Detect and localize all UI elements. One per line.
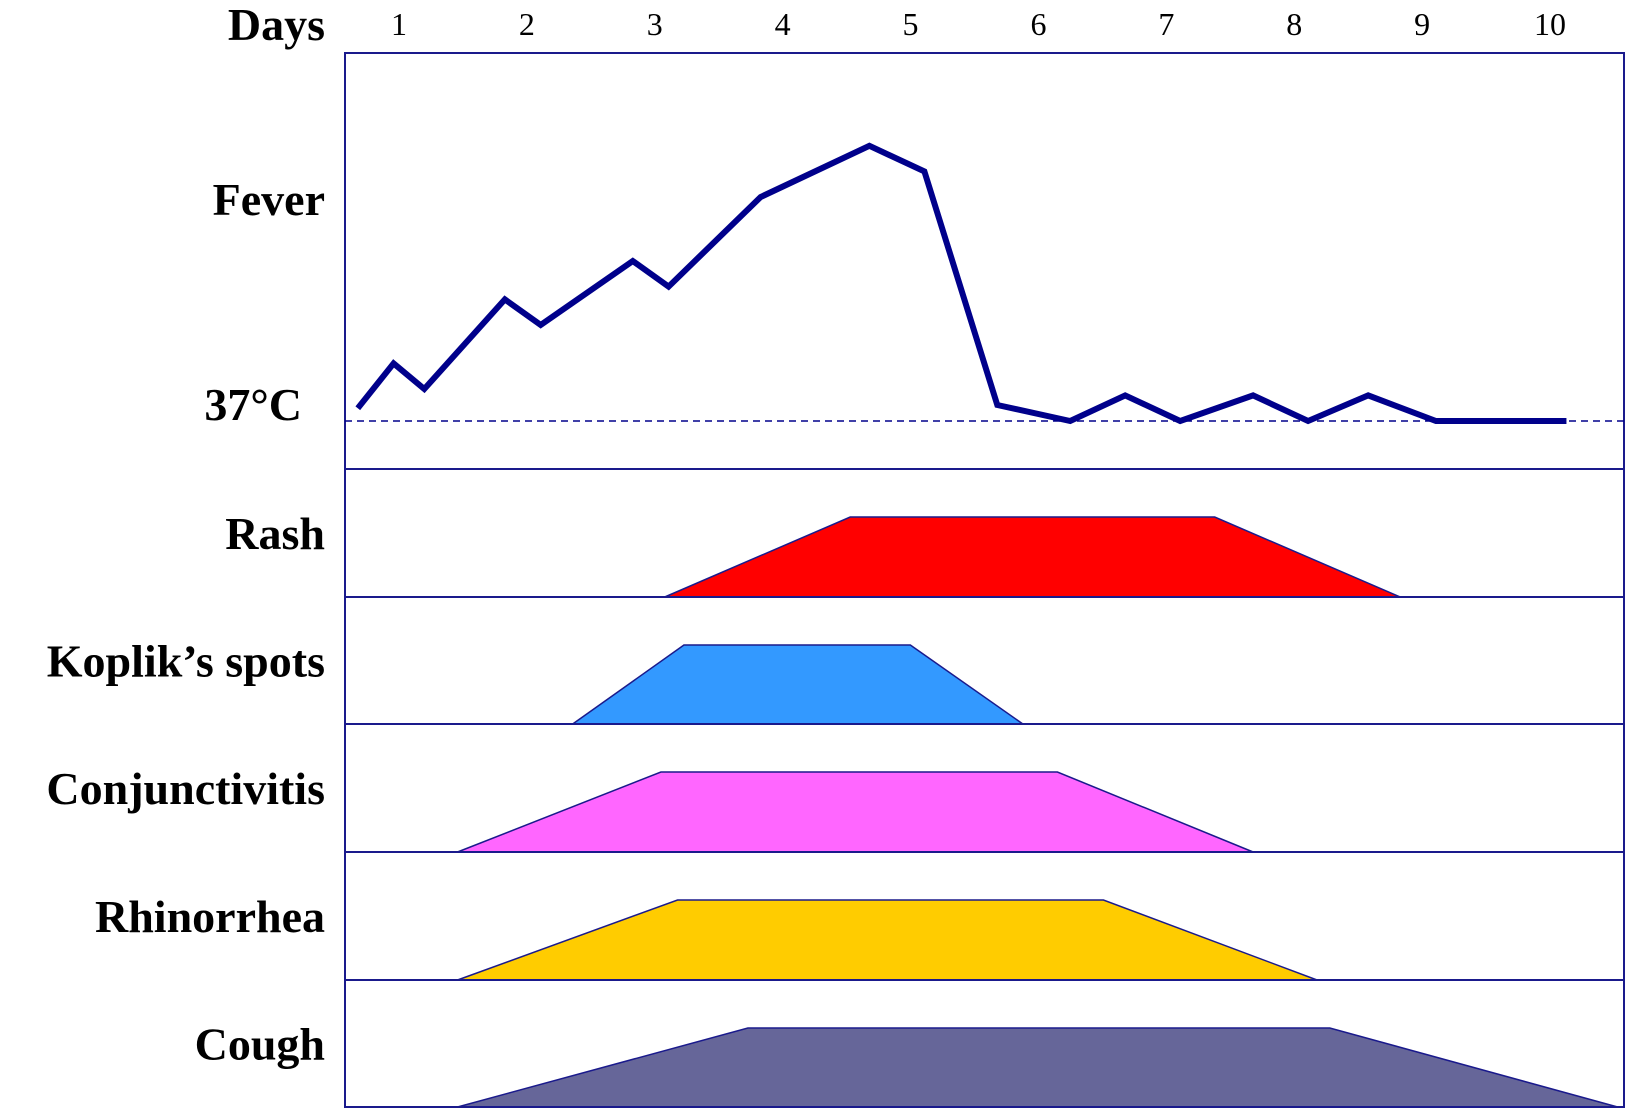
x-tick-label: 1	[391, 6, 407, 42]
fever-baseline-label: 37°C	[204, 379, 302, 430]
row-label-conjunctivitis: Conjunctivitis	[46, 763, 325, 814]
x-axis-title: Days	[228, 0, 325, 50]
x-tick-label: 9	[1414, 6, 1430, 42]
x-tick-label: 7	[1158, 6, 1174, 42]
day-axis: Days 1 2 3 4 5 6 7 8 9 10	[228, 0, 1566, 50]
row-label-koplik-s-spots: Koplik’s spots	[47, 636, 325, 687]
x-tick-label: 3	[647, 6, 663, 42]
row-label-fever: Fever	[213, 174, 325, 225]
x-tick-label: 8	[1286, 6, 1302, 42]
x-tick-label: 2	[519, 6, 535, 42]
x-tick-label: 4	[775, 6, 791, 42]
x-tick-label: 5	[903, 6, 919, 42]
row-label-rhinorrhea: Rhinorrhea	[95, 891, 325, 942]
row-labels: Fever 37°C Rash Koplik’s spots Conjunctiviti…	[46, 174, 325, 1070]
row-label-cough: Cough	[195, 1019, 325, 1070]
x-tick-label: 10	[1534, 6, 1566, 42]
x-tick-label: 6	[1030, 6, 1046, 42]
row-label-rash: Rash	[225, 508, 325, 559]
